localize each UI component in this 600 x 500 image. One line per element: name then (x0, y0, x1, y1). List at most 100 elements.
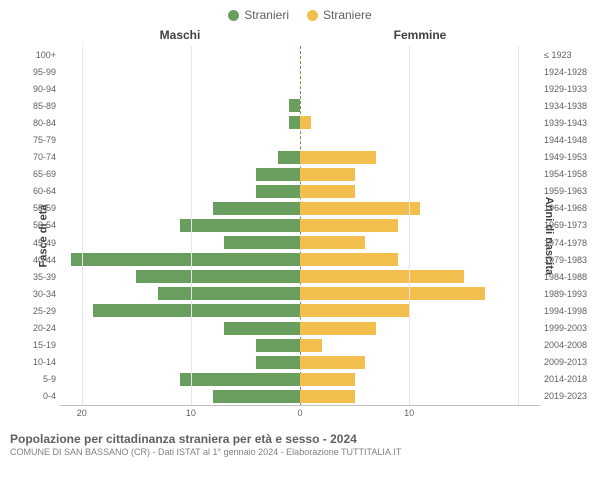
birth-year-label: 2014-2018 (544, 374, 594, 384)
table-row: 95-991924-1928 (60, 63, 540, 80)
birth-year-label: 1954-1958 (544, 169, 594, 179)
bar-male (256, 185, 300, 198)
age-label: 70-74 (24, 152, 56, 162)
x-tick-label: 0 (297, 408, 302, 418)
birth-year-label: 1979-1983 (544, 255, 594, 265)
age-label: 20-24 (24, 323, 56, 333)
bar-male (180, 373, 300, 386)
table-row: 25-291994-1998 (60, 302, 540, 319)
birth-year-label: 1924-1928 (544, 67, 594, 77)
table-row: 30-341989-1993 (60, 285, 540, 302)
age-label: 15-19 (24, 340, 56, 350)
bar-male (224, 322, 300, 335)
age-label: 95-99 (24, 67, 56, 77)
age-label: 50-54 (24, 220, 56, 230)
column-headers: Maschi Femmine (0, 28, 600, 42)
bar-male (289, 99, 300, 112)
birth-year-label: 1999-2003 (544, 323, 594, 333)
age-label: 80-84 (24, 118, 56, 128)
bar-male (278, 151, 300, 164)
bar-male (158, 287, 300, 300)
bar-female (300, 151, 376, 164)
birth-year-label: 1939-1943 (544, 118, 594, 128)
table-row: 65-691954-1958 (60, 166, 540, 183)
table-row: 80-841939-1943 (60, 114, 540, 131)
footer: Popolazione per cittadinanza straniera p… (10, 432, 590, 457)
bar-male (93, 304, 300, 317)
bar-male (256, 339, 300, 352)
table-row: 5-92014-2018 (60, 371, 540, 388)
bar-female (300, 219, 398, 232)
age-label: 5-9 (24, 374, 56, 384)
birth-year-label: 1944-1948 (544, 135, 594, 145)
birth-year-label: 2009-2013 (544, 357, 594, 367)
birth-year-label: 1974-1978 (544, 238, 594, 248)
age-label: 75-79 (24, 135, 56, 145)
plot: 100+≤ 192395-991924-192890-941929-193385… (60, 46, 540, 406)
bar-female (300, 373, 355, 386)
birth-year-label: 1959-1963 (544, 186, 594, 196)
age-label: 40-44 (24, 255, 56, 265)
table-row: 35-391984-1988 (60, 268, 540, 285)
chart-subtitle: COMUNE DI SAN BASSANO (CR) - Dati ISTAT … (10, 447, 590, 457)
bar-male (213, 390, 300, 403)
age-label: 65-69 (24, 169, 56, 179)
birth-year-label: 1984-1988 (544, 272, 594, 282)
table-row: 70-741949-1953 (60, 149, 540, 166)
bar-female (300, 270, 464, 283)
gridline (82, 46, 83, 405)
x-tick-label: 10 (404, 408, 414, 418)
birth-year-label: 1969-1973 (544, 220, 594, 230)
table-row: 45-491974-1978 (60, 234, 540, 251)
bar-female (300, 185, 355, 198)
header-female: Femmine (300, 28, 540, 42)
table-row: 60-641959-1963 (60, 183, 540, 200)
table-row: 90-941929-1933 (60, 80, 540, 97)
legend-swatch-male (228, 10, 239, 21)
age-label: 25-29 (24, 306, 56, 316)
table-row: 100+≤ 1923 (60, 46, 540, 63)
age-label: 10-14 (24, 357, 56, 367)
birth-year-label: 1989-1993 (544, 289, 594, 299)
legend-label-male: Stranieri (244, 8, 289, 22)
bar-male (136, 270, 300, 283)
bar-male (256, 168, 300, 181)
bar-rows: 100+≤ 192395-991924-192890-941929-193385… (60, 46, 540, 405)
bar-female (300, 356, 365, 369)
birth-year-label: 1994-1998 (544, 306, 594, 316)
bar-male (256, 356, 300, 369)
birth-year-label: 1964-1968 (544, 203, 594, 213)
birth-year-label: 2004-2008 (544, 340, 594, 350)
bar-female (300, 253, 398, 266)
bar-female (300, 322, 376, 335)
bar-male (224, 236, 300, 249)
gridline (191, 46, 192, 405)
header-male: Maschi (60, 28, 300, 42)
bar-female (300, 236, 365, 249)
bar-female (300, 287, 485, 300)
bar-female (300, 116, 311, 129)
chart-area: Fasce di età Anni di nascita 100+≤ 19239… (60, 46, 540, 426)
birth-year-label: 1929-1933 (544, 84, 594, 94)
birth-year-label: 1934-1938 (544, 101, 594, 111)
bar-male (289, 116, 300, 129)
age-label: 35-39 (24, 272, 56, 282)
table-row: 15-192004-2008 (60, 337, 540, 354)
gridline (409, 46, 410, 405)
legend-item-male: Stranieri (228, 8, 289, 22)
x-axis-ticks: 2010010 (60, 406, 540, 420)
bar-male (71, 253, 300, 266)
x-tick-label: 10 (186, 408, 196, 418)
age-label: 0-4 (24, 391, 56, 401)
age-label: 100+ (24, 50, 56, 60)
age-label: 30-34 (24, 289, 56, 299)
table-row: 40-441979-1983 (60, 251, 540, 268)
legend-item-female: Straniere (307, 8, 372, 22)
table-row: 50-541969-1973 (60, 217, 540, 234)
age-label: 85-89 (24, 101, 56, 111)
bar-male (213, 202, 300, 215)
bar-female (300, 339, 322, 352)
bar-male (180, 219, 300, 232)
table-row: 75-791944-1948 (60, 131, 540, 148)
age-label: 55-59 (24, 203, 56, 213)
